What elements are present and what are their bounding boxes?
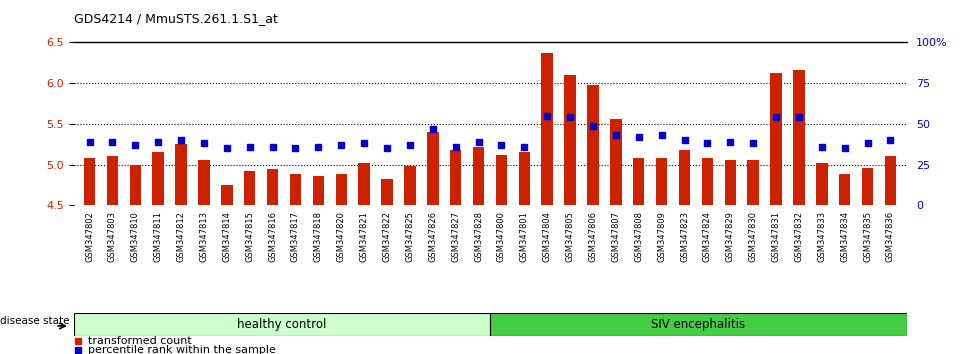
Text: GSM347823: GSM347823 (680, 211, 689, 262)
Bar (359, 163, 369, 205)
Text: GSM347813: GSM347813 (200, 211, 209, 262)
Bar (748, 160, 759, 205)
Text: GDS4214 / MmuSTS.261.1.S1_at: GDS4214 / MmuSTS.261.1.S1_at (74, 12, 277, 25)
Bar (290, 175, 301, 205)
Text: GSM347816: GSM347816 (269, 211, 277, 262)
Text: transformed count: transformed count (88, 336, 192, 346)
Bar (153, 152, 164, 205)
Text: GSM347804: GSM347804 (543, 211, 552, 262)
Text: percentile rank within the sample: percentile rank within the sample (88, 344, 276, 354)
Text: GSM347827: GSM347827 (451, 211, 461, 262)
Text: GSM347817: GSM347817 (291, 211, 300, 262)
Bar (335, 175, 347, 205)
Bar (404, 166, 416, 205)
Bar (861, 168, 873, 205)
Text: GSM347803: GSM347803 (108, 211, 117, 262)
Text: GSM347812: GSM347812 (176, 211, 185, 262)
Text: GSM347815: GSM347815 (245, 211, 254, 262)
Bar (679, 150, 690, 205)
Text: GSM347821: GSM347821 (360, 211, 368, 262)
Text: SIV encephalitis: SIV encephalitis (651, 318, 746, 331)
Bar (564, 75, 576, 205)
Bar (84, 158, 95, 205)
Text: GSM347832: GSM347832 (795, 211, 804, 262)
Text: GSM347825: GSM347825 (406, 211, 415, 262)
Text: GSM347831: GSM347831 (771, 211, 780, 262)
Bar (633, 158, 645, 205)
Text: GSM347820: GSM347820 (337, 211, 346, 262)
Text: GSM347836: GSM347836 (886, 211, 895, 262)
Text: GSM347800: GSM347800 (497, 211, 506, 262)
Text: disease state: disease state (0, 316, 70, 326)
Bar (450, 150, 462, 205)
Bar (587, 85, 599, 205)
Text: GSM347801: GSM347801 (519, 211, 529, 262)
Text: GSM347826: GSM347826 (428, 211, 437, 262)
Text: GSM347802: GSM347802 (85, 211, 94, 262)
Text: GSM347809: GSM347809 (658, 211, 666, 262)
Text: GSM347824: GSM347824 (703, 211, 711, 262)
Bar (518, 152, 530, 205)
Bar (702, 158, 713, 205)
Text: GSM347822: GSM347822 (382, 211, 392, 262)
Text: GSM347805: GSM347805 (565, 211, 574, 262)
Bar (267, 170, 278, 205)
Bar (74, 313, 490, 336)
Text: GSM347835: GSM347835 (863, 211, 872, 262)
Bar (656, 158, 667, 205)
Text: GSM347833: GSM347833 (817, 211, 826, 262)
Bar (839, 175, 851, 205)
Bar (472, 147, 484, 205)
Bar (198, 160, 210, 205)
Bar (381, 179, 393, 205)
Bar (770, 73, 782, 205)
Text: GSM347810: GSM347810 (130, 211, 140, 262)
Text: GSM347834: GSM347834 (840, 211, 850, 262)
Bar (107, 156, 119, 205)
Bar (175, 144, 187, 205)
Bar (313, 176, 324, 205)
Bar (496, 155, 508, 205)
Text: GSM347806: GSM347806 (588, 211, 598, 262)
Bar (542, 53, 553, 205)
Text: GSM347811: GSM347811 (154, 211, 163, 262)
Bar (427, 132, 438, 205)
Bar (244, 171, 256, 205)
Bar (724, 160, 736, 205)
Text: GSM347828: GSM347828 (474, 211, 483, 262)
Bar (221, 185, 232, 205)
Bar (885, 156, 896, 205)
Bar (793, 70, 805, 205)
Text: GSM347829: GSM347829 (726, 211, 735, 262)
Bar (129, 165, 141, 205)
Text: GSM347830: GSM347830 (749, 211, 758, 262)
Bar (611, 119, 621, 205)
Bar (816, 163, 827, 205)
Text: GSM347808: GSM347808 (634, 211, 643, 262)
Bar (490, 313, 906, 336)
Text: GSM347818: GSM347818 (314, 211, 322, 262)
Text: GSM347814: GSM347814 (222, 211, 231, 262)
Text: healthy control: healthy control (237, 318, 326, 331)
Text: GSM347807: GSM347807 (612, 211, 620, 262)
